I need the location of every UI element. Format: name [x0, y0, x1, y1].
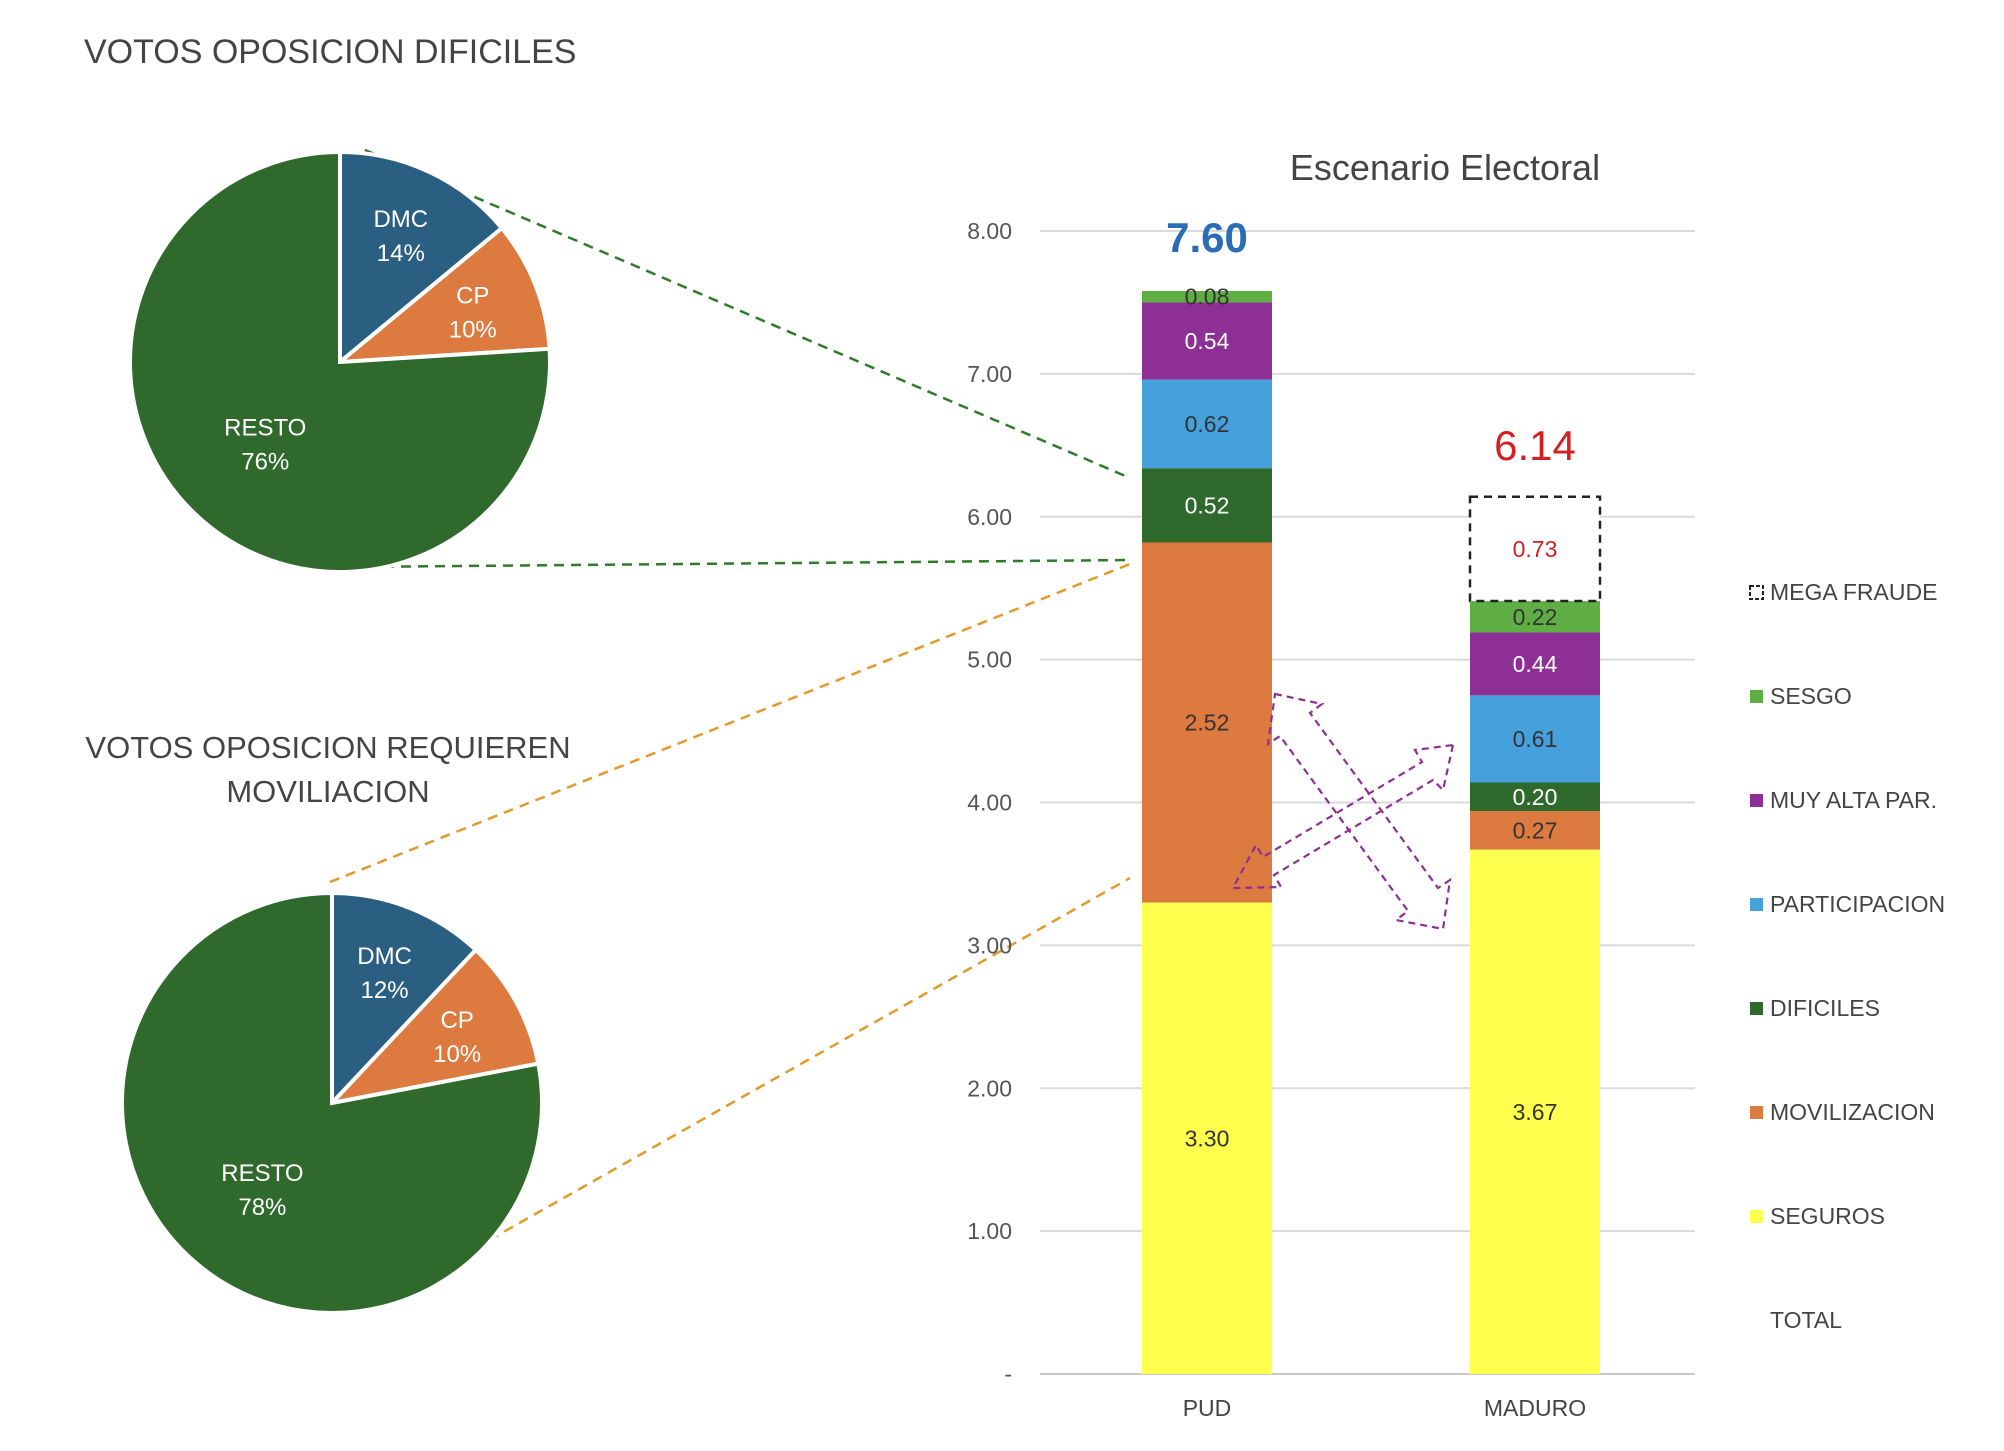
pie-chart-2: DMC 12% CP 10% RESTO 78% [120, 890, 544, 1315]
bar-data-label: 0.22 [1513, 604, 1558, 630]
bar-segment-participacion [1142, 379, 1272, 469]
bar-data-label: 0.52 [1185, 492, 1230, 518]
legend-label: MEGA FRAUDE [1770, 579, 1937, 605]
pie-slice-dmc [338, 149, 505, 367]
pie-1-title: VOTOS OPOSICION DIFICILES [84, 33, 576, 71]
bar-segment-seguros [1470, 849, 1600, 1374]
x-tick-label: PUD [1183, 1395, 1232, 1421]
pie-slice-percent: 14% [377, 240, 425, 267]
double-arrow-icon [1266, 692, 1452, 931]
pie-slice-percent: 10% [433, 1041, 481, 1068]
bar-chart-title: Escenario Electoral [1290, 147, 1600, 188]
y-tick-label: - [1004, 1361, 1012, 1387]
bar-data-label: 0.44 [1513, 651, 1558, 677]
pie-slice-percent: 10% [449, 316, 497, 343]
legend-swatch [1750, 690, 1763, 703]
connector-line-top-orange [329, 562, 1131, 884]
bar-segment-sesgo [1142, 291, 1272, 303]
y-tick-label: 4.00 [967, 790, 1012, 816]
bar-segment-sesgo [1470, 601, 1600, 633]
pie-slice-label: CP [440, 1007, 473, 1034]
connector-lines [329, 148, 1131, 1267]
legend-swatch [1750, 1106, 1763, 1119]
pie-slice-cp [326, 947, 541, 1107]
y-tick-label: 1.00 [967, 1218, 1012, 1244]
pie-slice-resto [128, 149, 552, 574]
legend-label: MUY ALTA PAR. [1770, 787, 1937, 813]
connector-line-bottom-green [349, 558, 1131, 569]
connector-line-top-green [364, 148, 1131, 480]
bar-data-label: 0.20 [1513, 784, 1558, 810]
y-tick-label: 6.00 [967, 504, 1012, 530]
bar-total-label: 7.60 [1166, 214, 1248, 261]
legend-swatch [1750, 1002, 1763, 1015]
pie-slice-percent: 12% [361, 977, 409, 1004]
legend-swatch [1750, 898, 1763, 911]
pie-slice-percent: 76% [241, 449, 289, 476]
legend-label: PARTICIPACION [1770, 891, 1945, 917]
pie-slice-resto [120, 890, 544, 1315]
bar-data-label: 3.30 [1185, 1125, 1230, 1151]
pie-chart-1: DMC 14% CP 10% RESTO 76% [128, 149, 552, 574]
bar-segment-dificiles [1142, 468, 1272, 543]
bar-data-label: 2.52 [1185, 709, 1230, 735]
bar-segment-mega-fraude [1468, 495, 1602, 603]
y-tick-label: 5.00 [967, 647, 1012, 673]
bar-data-label: 0.54 [1185, 328, 1230, 354]
bar-segment-dificiles [1470, 782, 1600, 812]
bar-segment-movilizacion [1142, 542, 1272, 903]
pie-slice-dmc [330, 890, 479, 1109]
legend-label: SEGUROS [1770, 1203, 1885, 1229]
bar-data-label: 0.62 [1185, 411, 1230, 437]
pie-2-title-line-1: VOTOS OPOSICION REQUIEREN [85, 730, 570, 765]
y-tick-label: 3.00 [967, 932, 1012, 958]
legend-label: MOVILIZACION [1770, 1099, 1935, 1125]
legend-swatch [1750, 1210, 1763, 1223]
pie-slice-label: RESTO [224, 415, 306, 442]
pie-slice-label: DMC [357, 943, 412, 970]
x-tick-label: MADURO [1484, 1395, 1586, 1421]
pie-slice-label: RESTO [221, 1160, 303, 1187]
pie-slice-label: DMC [373, 206, 428, 233]
bar-data-label: 0.27 [1513, 817, 1558, 843]
pie-slice-percent: 78% [238, 1194, 286, 1221]
pie-slice-cp [333, 225, 552, 365]
legend-total-label: TOTAL [1770, 1307, 1842, 1333]
crossing-arrows [1231, 692, 1455, 931]
y-tick-label: 7.00 [967, 361, 1012, 387]
legend-swatch [1749, 585, 1764, 600]
bar-segment-muy-alta-par [1142, 302, 1272, 380]
legend-label: DIFICILES [1770, 995, 1880, 1021]
bar-data-label: 3.67 [1513, 1099, 1558, 1125]
legend-label: SESGO [1770, 683, 1852, 709]
bar-data-label: 0.08 [1185, 284, 1230, 310]
bar-segment-seguros [1142, 902, 1272, 1374]
bar-segment-participacion [1470, 695, 1600, 783]
pie-2-title-line-2: MOVILIACION [226, 774, 429, 809]
pie-slice-label: CP [456, 282, 489, 309]
legend-swatch [1750, 794, 1763, 807]
y-tick-label: 2.00 [967, 1075, 1012, 1101]
bar-segment-muy-alta-par [1470, 632, 1600, 696]
bar-segment-movilizacion [1470, 811, 1600, 850]
bar-total-label: 6.14 [1494, 422, 1576, 469]
y-tick-label: 8.00 [967, 218, 1012, 244]
bar-data-label: 0.61 [1513, 726, 1558, 752]
connector-line-bottom-orange [444, 876, 1131, 1267]
bar-data-label: 0.73 [1513, 536, 1558, 562]
stacked-bar-chart: - 1.00 2.00 3.00 4.00 5.00 6.00 7.00 8.00 3.30 2.5… [967, 214, 1945, 1421]
